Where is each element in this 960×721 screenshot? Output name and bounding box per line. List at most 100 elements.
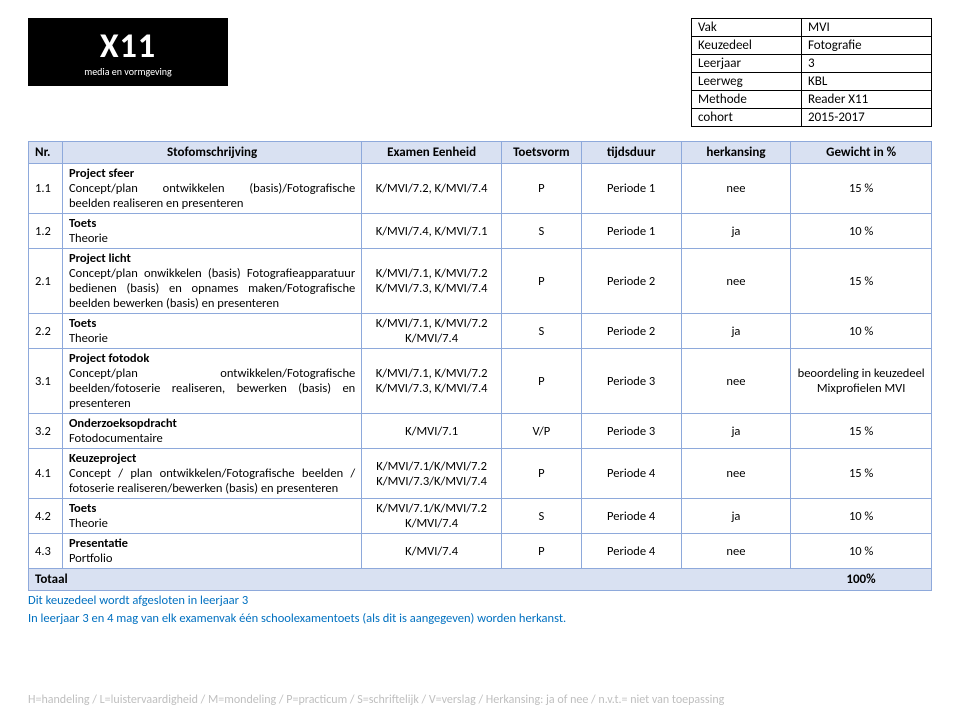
col-tijd: tijdsduur [582,142,682,163]
cell-gewicht: 10 % [791,314,931,348]
desc-title: Toets [69,501,355,516]
info-key: Leerjaar [692,55,802,73]
cell-nr: 2.1 [29,249,63,313]
cell-herkansing: nee [682,534,792,568]
desc-title: Project fotodok [69,351,355,366]
desc-text: Theorie [69,331,355,346]
cell-toetsvorm: P [502,249,582,313]
info-key: Keuzedeel [692,37,802,55]
cell-exam: K/MVI/7.2, K/MVI/7.4 [362,164,502,213]
cell-desc: PresentatiePortfolio [63,534,362,568]
table-row: 4.1KeuzeprojectConcept / plan ontwikkele… [28,449,932,499]
desc-text: Concept/plan ontwikkelen/Fotografische b… [69,366,355,411]
cell-tijdsduur: Periode 4 [582,534,682,568]
exam-line: K/MVI/7.4 [405,331,458,346]
cell-tijdsduur: Periode 2 [582,249,682,313]
total-value: 100% [791,569,931,590]
exam-line: K/MVI/7.3/K/MVI/7.4 [376,474,487,489]
header-area: X11 media en vormgeving VakMVIKeuzedeelF… [28,18,932,127]
desc-title: Onderzoeksopdracht [69,416,355,431]
info-value: 3 [802,55,932,73]
logo-sub: media en vormgeving [84,65,172,78]
cell-desc: Project lichtConcept/plan onwikkelen (ba… [63,249,362,313]
cell-nr: 1.1 [29,164,63,213]
desc-title: Project sfeer [69,166,355,181]
exam-line: K/MVI/7.1, K/MVI/7.2 [376,366,488,381]
exam-line: K/MVI/7.4, K/MVI/7.1 [376,224,488,239]
logo: X11 media en vormgeving [28,18,228,86]
cell-desc: ToetsTheorie [63,214,362,248]
exam-line: K/MVI/7.1/K/MVI/7.2 [376,459,487,474]
cell-desc: ToetsTheorie [63,499,362,533]
cell-nr: 4.1 [29,449,63,498]
cell-exam: K/MVI/7.1, K/MVI/7.2K/MVI/7.3, K/MVI/7.4 [362,349,502,413]
col-nr: Nr. [29,142,63,163]
table-row: 1.2ToetsTheorieK/MVI/7.4, K/MVI/7.1SPeri… [28,214,932,249]
cell-desc: Project sfeerConcept/plan ontwikkelen (b… [63,164,362,213]
desc-title: Keuzeproject [69,451,355,466]
cell-toetsvorm: S [502,499,582,533]
cell-desc: ToetsTheorie [63,314,362,348]
info-value: KBL [802,73,932,91]
cell-herkansing: ja [682,314,792,348]
cell-tijdsduur: Periode 4 [582,449,682,498]
info-key: Leerweg [692,73,802,91]
cell-tijdsduur: Periode 4 [582,499,682,533]
cell-tijdsduur: Periode 1 [582,164,682,213]
cell-exam: K/MVI/7.1/K/MVI/7.2K/MVI/7.4 [362,499,502,533]
desc-title: Toets [69,316,355,331]
info-key: Methode [692,91,802,109]
desc-text: Portfolio [69,551,355,566]
footer-legend: H=handeling / L=luistervaardigheid / M=m… [28,693,724,707]
col-desc: Stofomschrijving [63,142,362,163]
cell-gewicht: beoordeling in keuzedeel Mixprofielen MV… [791,349,931,413]
desc-title: Toets [69,216,355,231]
cell-tijdsduur: Periode 3 [582,349,682,413]
cell-nr: 3.2 [29,414,63,448]
cell-exam: K/MVI/7.4 [362,534,502,568]
note-line-2: In leerjaar 3 en 4 mag van elk examenvak… [28,611,932,627]
exam-line: K/MVI/7.4 [405,516,458,531]
cell-gewicht: 15 % [791,414,931,448]
cell-tijdsduur: Periode 2 [582,314,682,348]
exam-line: K/MVI/7.2, K/MVI/7.4 [376,181,488,196]
cell-herkansing: nee [682,249,792,313]
info-value: 2015-2017 [802,109,932,127]
cell-nr: 4.2 [29,499,63,533]
table-row: 4.3PresentatiePortfolioK/MVI/7.4PPeriode… [28,534,932,569]
exam-line: K/MVI/7.1, K/MVI/7.2 [376,266,488,281]
info-row: cohort2015-2017 [692,109,932,127]
cell-herkansing: ja [682,499,792,533]
info-value: Fotografie [802,37,932,55]
table-body: 1.1Project sfeerConcept/plan ontwikkelen… [28,164,932,569]
desc-title: Project licht [69,251,355,266]
cell-exam: K/MVI/7.1/K/MVI/7.2K/MVI/7.3/K/MVI/7.4 [362,449,502,498]
cell-herkansing: ja [682,214,792,248]
note-line-1: Dit keuzedeel wordt afgesloten in leerja… [28,593,932,609]
cell-nr: 3.1 [29,349,63,413]
cell-gewicht: 15 % [791,164,931,213]
cell-toetsvorm: P [502,534,582,568]
desc-text: Fotodocumentaire [69,431,355,446]
info-row: Leerjaar3 [692,55,932,73]
table-row: 3.1 Project fotodokConcept/plan ontwikkel… [28,349,932,414]
cell-gewicht: 15 % [791,449,931,498]
col-herk: herkansing [682,142,792,163]
cell-gewicht: 10 % [791,499,931,533]
cell-nr: 1.2 [29,214,63,248]
cell-gewicht: 10 % [791,534,931,568]
exam-line: K/MVI/7.1/K/MVI/7.2 [376,501,487,516]
cell-herkansing: ja [682,414,792,448]
info-value: Reader X11 [802,91,932,109]
cell-tijdsduur: Periode 3 [582,414,682,448]
table-row: 1.1Project sfeerConcept/plan ontwikkelen… [28,164,932,214]
cell-exam: K/MVI/7.1 [362,414,502,448]
cell-exam: K/MVI/7.1, K/MVI/7.2K/MVI/7.4 [362,314,502,348]
info-value: MVI [802,19,932,37]
cell-herkansing: nee [682,449,792,498]
info-key: cohort [692,109,802,127]
logo-main: X11 [100,26,156,67]
cell-toetsvorm: P [502,164,582,213]
table-row: 4.2ToetsTheorieK/MVI/7.1/K/MVI/7.2K/MVI/… [28,499,932,534]
exam-line: K/MVI/7.1, K/MVI/7.2 [376,316,488,331]
